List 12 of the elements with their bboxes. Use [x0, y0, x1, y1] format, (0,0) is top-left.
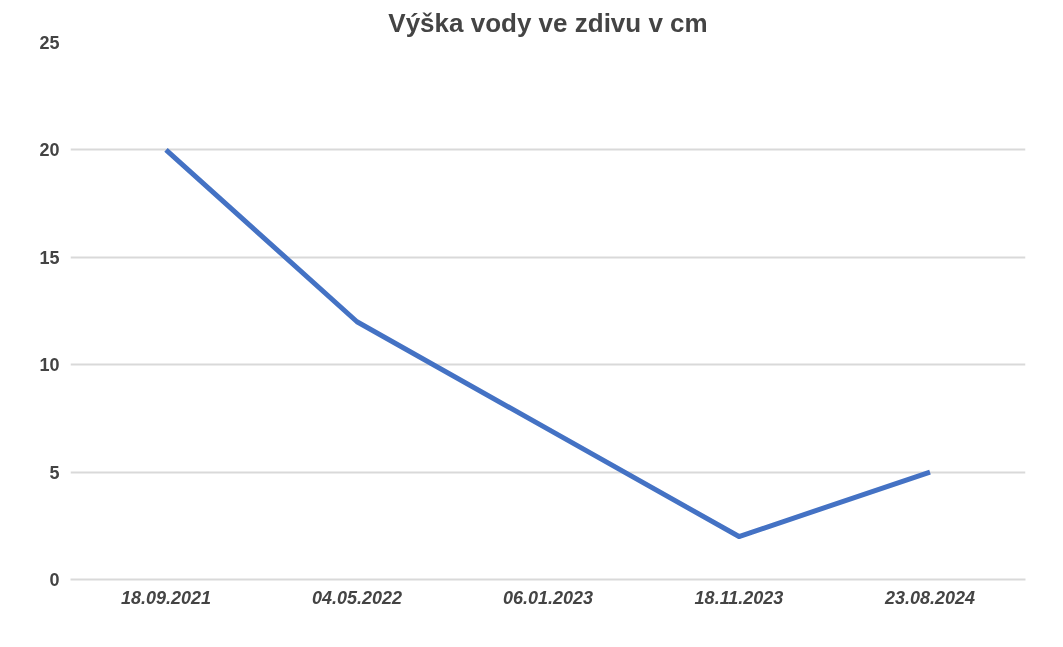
x-tick-label: 04.05.2022: [311, 587, 403, 608]
y-tick-label: 0: [49, 570, 60, 590]
y-tick-label: 15: [39, 247, 60, 268]
y-tick-label: 25: [39, 33, 60, 53]
chart-title: Výška vody ve zdivu v cm: [388, 7, 708, 38]
x-tick-label: 23.08.2024: [883, 587, 976, 608]
y-tick-label: 5: [49, 462, 60, 483]
y-tick-label: 20: [39, 140, 60, 161]
y-tick-label: 10: [39, 355, 60, 376]
x-tick-label: 06.01.2023: [502, 587, 594, 608]
x-tick-label: 18.11.2023: [694, 587, 784, 608]
x-tick-label: 18.09.2021: [120, 587, 212, 608]
